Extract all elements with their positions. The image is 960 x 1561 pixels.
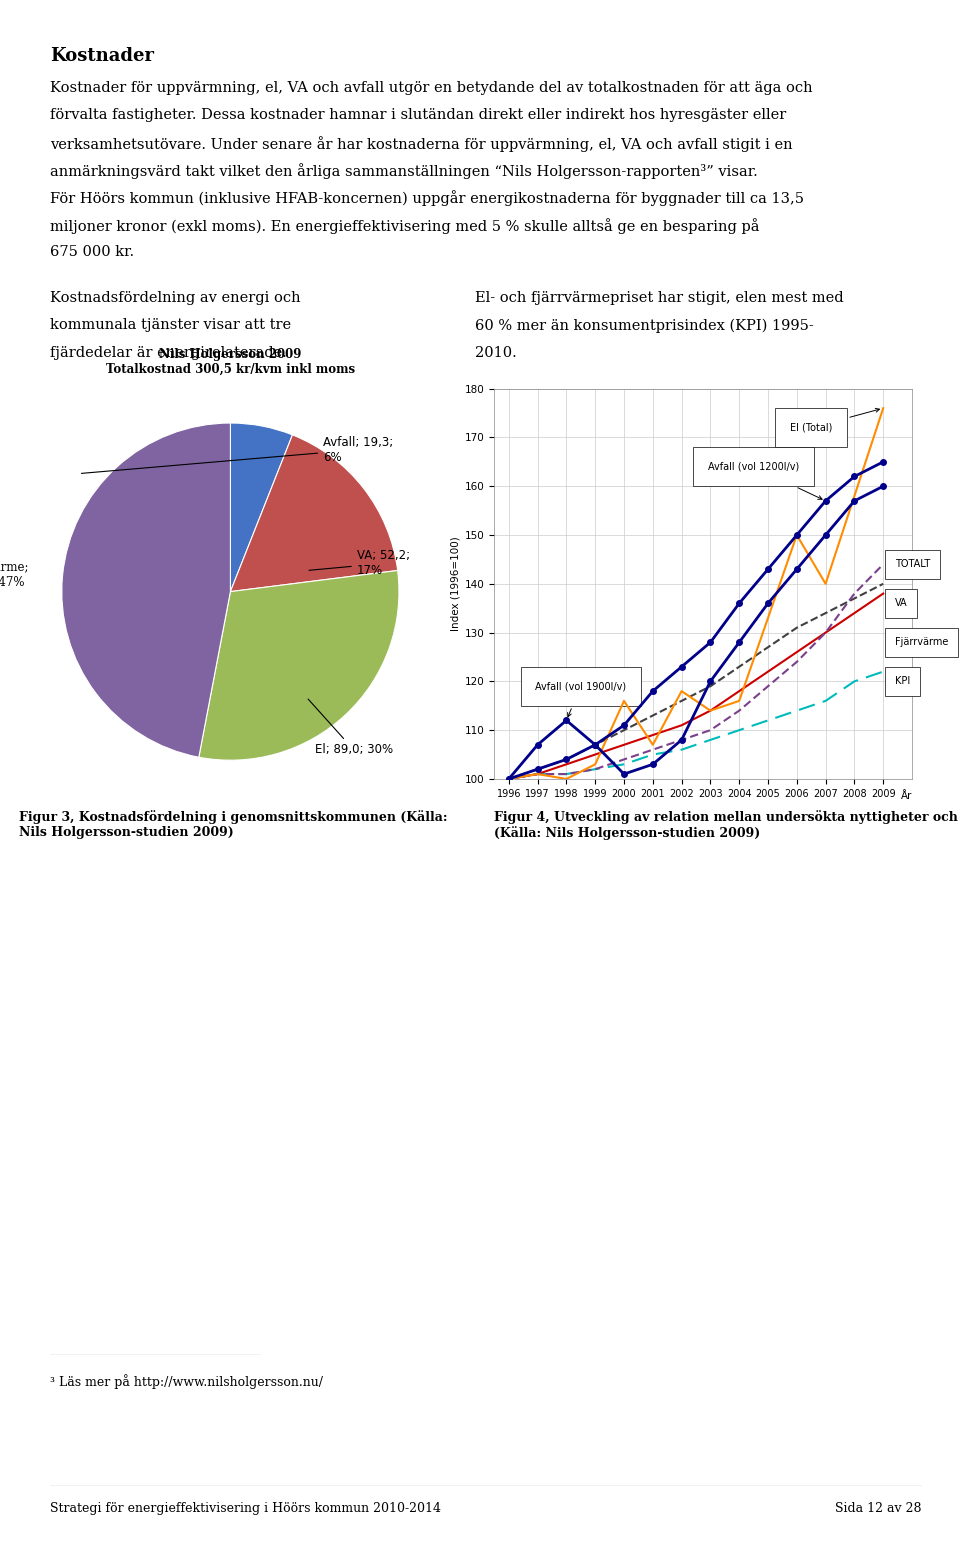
Text: verksamhetsutövare. Under senare år har kostnaderna för uppvärmning, el, VA och : verksamhetsutövare. Under senare år har … — [50, 136, 793, 151]
Text: Kostnadsfördelning av energi och: Kostnadsfördelning av energi och — [50, 290, 300, 304]
Y-axis label: Index (1996=100): Index (1996=100) — [451, 537, 461, 631]
Text: Avfall; 19,3;
6%: Avfall; 19,3; 6% — [82, 436, 394, 473]
Wedge shape — [230, 436, 397, 592]
Text: KPI: KPI — [895, 676, 910, 687]
Text: anmärkningsvärd takt vilket den årliga sammanställningen “Nils Holgersson-rappor: anmärkningsvärd takt vilket den årliga s… — [50, 164, 757, 180]
Text: förvalta fastigheter. Dessa kostnader hamnar i slutändan direkt eller indirekt h: förvalta fastigheter. Dessa kostnader ha… — [50, 109, 786, 122]
Text: miljoner kronor (exkl moms). En energieffektivisering med 5 % skulle alltså ge e: miljoner kronor (exkl moms). En energief… — [50, 217, 759, 234]
Text: År: År — [900, 791, 912, 801]
Text: Fjärrvärme: Fjärrvärme — [895, 637, 948, 648]
Text: Figur 3, Kostnadsfördelning i genomsnittskommunen (Källa:
Nils Holgersson-studie: Figur 3, Kostnadsfördelning i genomsnitt… — [19, 810, 447, 840]
Title: Nils Holgersson 2009
Totalkostnad 300,5 kr/kvm inkl moms: Nils Holgersson 2009 Totalkostnad 300,5 … — [106, 348, 355, 376]
Text: 60 % mer än konsumentprisindex (KPI) 1995-: 60 % mer än konsumentprisindex (KPI) 199… — [475, 318, 814, 332]
Text: Avfall (vol 1200l/v): Avfall (vol 1200l/v) — [708, 462, 822, 500]
Wedge shape — [230, 423, 293, 592]
Text: Strategi för energieffektivisering i Höörs kommun 2010-2014: Strategi för energieffektivisering i Höö… — [50, 1502, 441, 1514]
Text: El (Total): El (Total) — [790, 409, 879, 432]
Text: ³ Läs mer på http://www.nilsholgersson.nu/: ³ Läs mer på http://www.nilsholgersson.n… — [50, 1374, 323, 1389]
Text: 675 000 kr.: 675 000 kr. — [50, 245, 134, 259]
Wedge shape — [199, 570, 399, 760]
Text: El- och fjärrvärmepriset har stigit, elen mest med: El- och fjärrvärmepriset har stigit, ele… — [475, 290, 844, 304]
Text: VA; 52,2;
17%: VA; 52,2; 17% — [309, 549, 410, 578]
Text: Figur 4, Utveckling av relation mellan undersökta nyttigheter och KPI
(Källa: Ni: Figur 4, Utveckling av relation mellan u… — [494, 810, 960, 840]
Text: El; 89,0; 30%: El; 89,0; 30% — [308, 699, 393, 757]
Text: 2010.: 2010. — [475, 345, 516, 359]
Text: Fjärrvärme;
139,9; 47%: Fjärrvärme; 139,9; 47% — [0, 560, 29, 588]
Text: Sida 12 av 28: Sida 12 av 28 — [835, 1502, 922, 1514]
Text: TOTALT: TOTALT — [895, 559, 930, 570]
Text: fjärdedelar är energirelaterade.: fjärdedelar är energirelaterade. — [50, 345, 287, 359]
Text: För Höörs kommun (inklusive HFAB-koncernen) uppgår energikostnaderna för byggnad: För Höörs kommun (inklusive HFAB-koncern… — [50, 190, 804, 206]
Text: VA: VA — [895, 598, 907, 609]
Text: Kostnader för uppvärmning, el, VA och avfall utgör en betydande del av totalkost: Kostnader för uppvärmning, el, VA och av… — [50, 81, 812, 95]
Wedge shape — [61, 423, 230, 757]
Text: kommunala tjänster visar att tre: kommunala tjänster visar att tre — [50, 318, 291, 332]
Text: Avfall (vol 1900l/v): Avfall (vol 1900l/v) — [536, 681, 626, 716]
Text: Kostnader: Kostnader — [50, 47, 154, 66]
